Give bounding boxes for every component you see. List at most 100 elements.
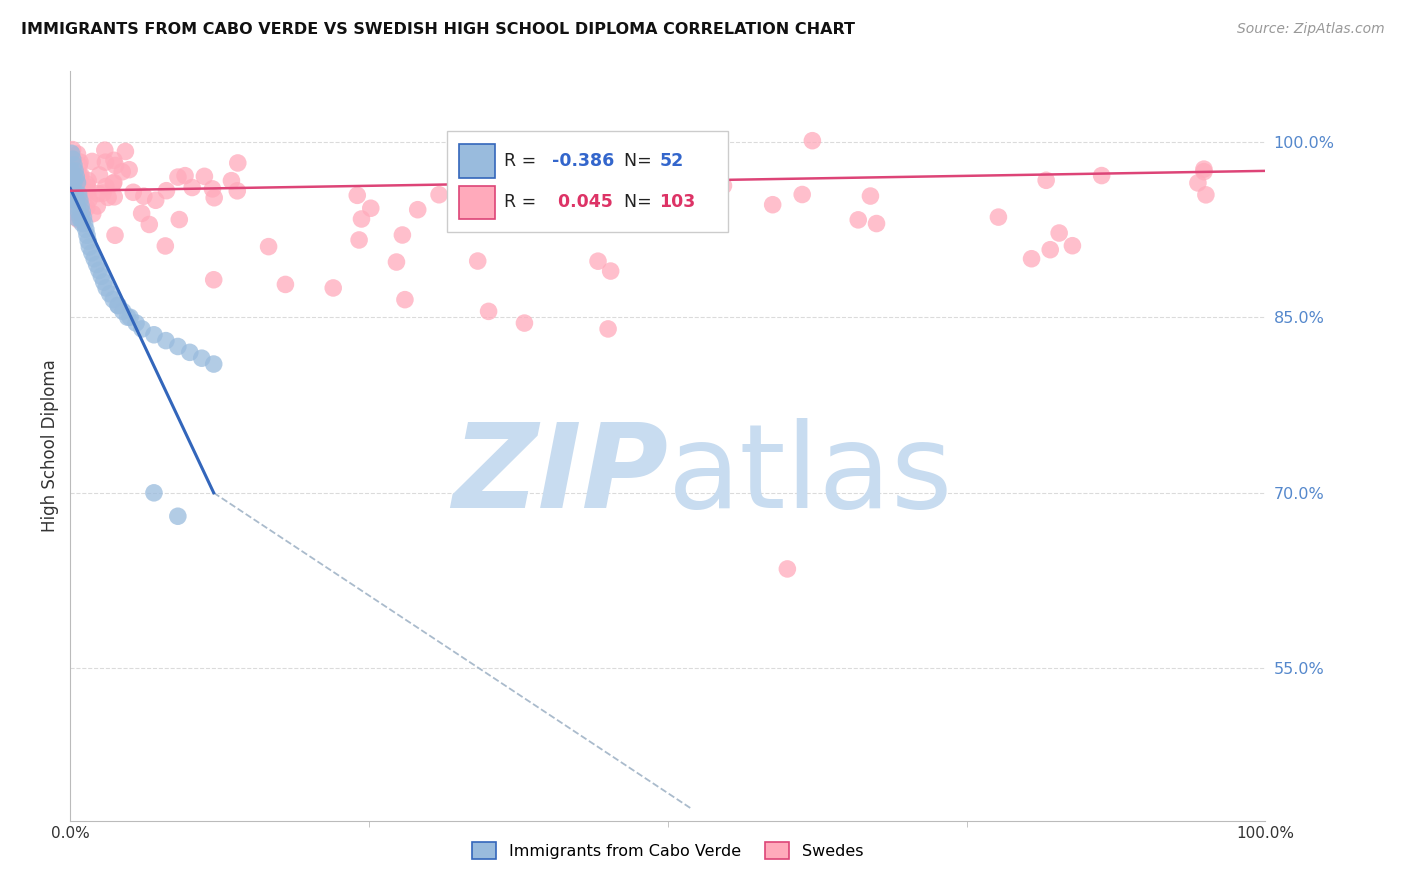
Point xyxy=(118,162,141,177)
Point xyxy=(117,310,139,325)
Point xyxy=(107,299,129,313)
Point xyxy=(62,143,84,157)
Point xyxy=(1039,243,1062,257)
Point xyxy=(65,169,87,184)
Point xyxy=(103,177,125,191)
Text: atlas: atlas xyxy=(668,418,953,533)
Point xyxy=(66,176,89,190)
Point xyxy=(77,193,100,207)
Point xyxy=(66,199,89,213)
Point xyxy=(98,286,121,301)
Point xyxy=(201,182,224,196)
Point xyxy=(62,169,84,183)
Point xyxy=(60,146,83,161)
Point xyxy=(72,211,94,225)
Point xyxy=(166,509,188,524)
Point xyxy=(89,168,111,182)
Point xyxy=(122,186,145,200)
Point xyxy=(1187,176,1209,190)
Point xyxy=(87,263,110,277)
Point xyxy=(1035,173,1057,187)
Point xyxy=(67,158,90,172)
Point xyxy=(179,345,201,359)
Point xyxy=(82,154,104,169)
Point xyxy=(385,255,408,269)
Point xyxy=(478,304,501,318)
Point xyxy=(67,187,90,202)
Text: R =: R = xyxy=(505,153,541,170)
Text: -0.386: -0.386 xyxy=(553,153,614,170)
Point xyxy=(76,180,98,194)
Point xyxy=(859,189,882,203)
Point xyxy=(86,199,108,213)
Point xyxy=(167,170,190,185)
Point xyxy=(94,179,117,194)
Point xyxy=(79,240,101,254)
Point xyxy=(65,211,87,225)
Point xyxy=(111,165,134,179)
Point xyxy=(67,169,90,183)
Point xyxy=(104,228,127,243)
Point xyxy=(69,185,91,199)
Point xyxy=(360,201,382,215)
Point xyxy=(394,293,416,307)
Point xyxy=(865,217,887,231)
Point xyxy=(62,183,84,197)
Point xyxy=(69,211,91,225)
Point xyxy=(131,206,153,220)
Point xyxy=(713,178,735,193)
Point xyxy=(145,194,167,208)
Point xyxy=(70,168,93,182)
Point xyxy=(391,227,413,242)
Point xyxy=(1192,164,1215,178)
Point xyxy=(77,173,100,187)
Text: 103: 103 xyxy=(659,194,696,211)
Point xyxy=(347,233,370,247)
Point xyxy=(82,207,104,221)
Point xyxy=(792,187,814,202)
FancyBboxPatch shape xyxy=(447,131,728,233)
Point xyxy=(202,357,225,371)
Point xyxy=(406,202,429,217)
Point xyxy=(73,186,96,201)
Point xyxy=(90,269,112,284)
Text: N=: N= xyxy=(624,194,657,211)
Point xyxy=(125,316,148,330)
Point xyxy=(86,258,108,272)
Point xyxy=(97,190,120,204)
Point xyxy=(155,334,177,348)
Point xyxy=(120,310,141,325)
Point xyxy=(1062,238,1084,252)
Point xyxy=(114,145,136,159)
Point xyxy=(70,182,93,196)
Point xyxy=(614,187,637,202)
Point xyxy=(75,222,97,236)
Point xyxy=(80,245,103,260)
Point xyxy=(138,218,160,232)
Point xyxy=(595,178,617,193)
Point xyxy=(846,212,869,227)
Point xyxy=(70,205,93,219)
Point xyxy=(143,486,166,500)
Point xyxy=(598,322,620,336)
Point xyxy=(76,228,98,243)
Point xyxy=(143,327,166,342)
Text: N=: N= xyxy=(624,153,657,170)
Point xyxy=(169,212,191,227)
Bar xyxy=(458,145,495,178)
Point xyxy=(63,168,86,182)
Point xyxy=(191,351,214,366)
Point xyxy=(83,252,105,266)
Point xyxy=(427,187,450,202)
Point xyxy=(63,176,86,190)
Point xyxy=(69,182,91,196)
Point xyxy=(599,264,621,278)
Point xyxy=(174,169,197,183)
Point xyxy=(62,169,84,184)
Text: IMMIGRANTS FROM CABO VERDE VS SWEDISH HIGH SCHOOL DIPLOMA CORRELATION CHART: IMMIGRANTS FROM CABO VERDE VS SWEDISH HI… xyxy=(21,22,855,37)
Point xyxy=(226,184,249,198)
Point xyxy=(63,158,86,172)
Point xyxy=(70,199,93,213)
Point xyxy=(91,186,114,201)
Point xyxy=(103,176,125,190)
